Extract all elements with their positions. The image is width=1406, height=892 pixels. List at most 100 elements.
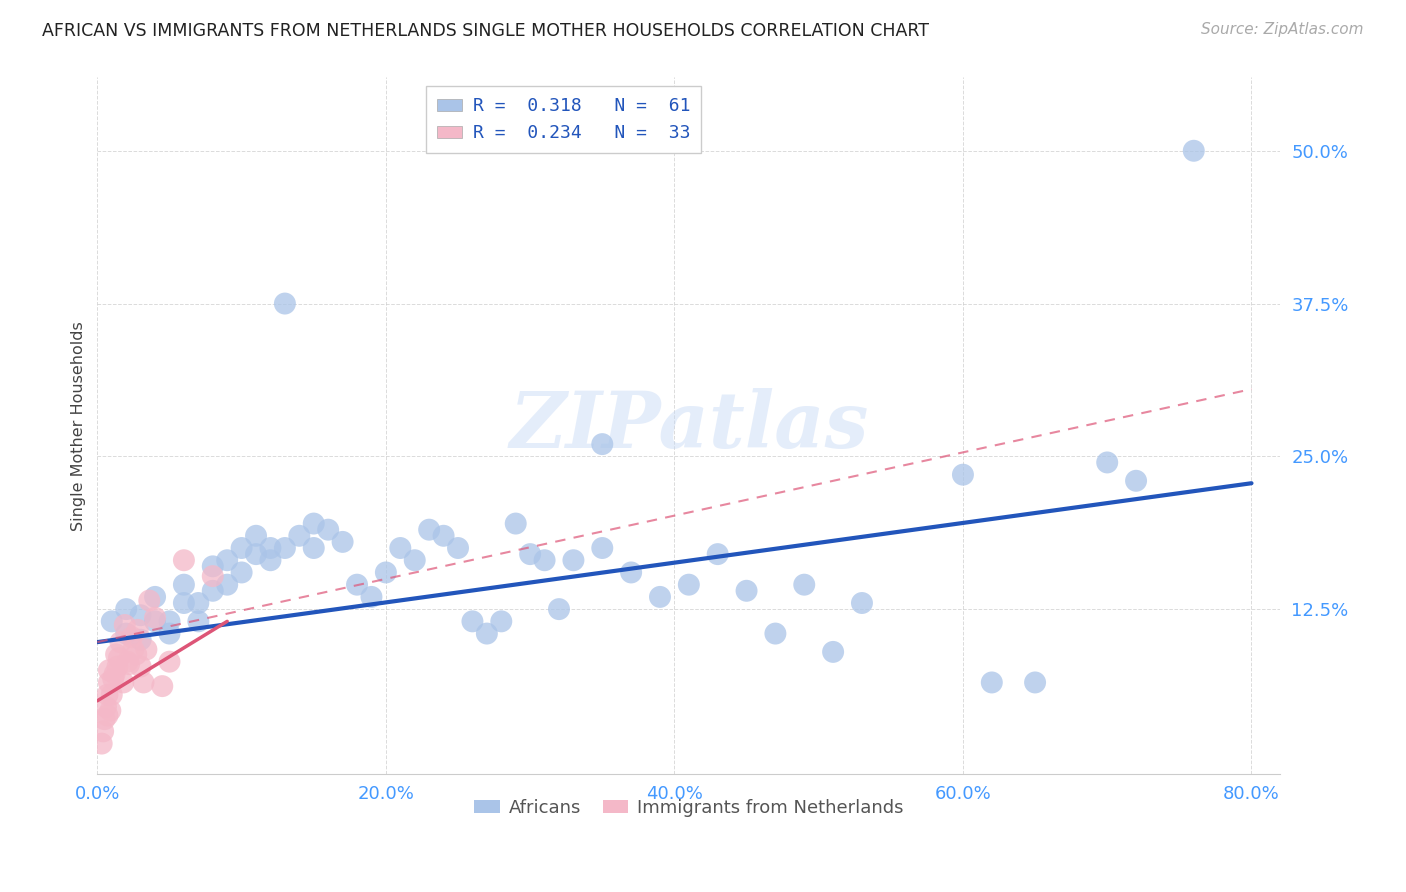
Point xyxy=(360,590,382,604)
Point xyxy=(201,559,224,574)
Point xyxy=(418,523,440,537)
Point xyxy=(447,541,470,555)
Point xyxy=(432,529,454,543)
Point xyxy=(159,626,181,640)
Point xyxy=(115,602,138,616)
Point xyxy=(231,541,253,555)
Point xyxy=(143,615,166,629)
Point xyxy=(389,541,412,555)
Point xyxy=(114,618,136,632)
Point xyxy=(105,648,128,662)
Point xyxy=(96,708,118,723)
Point xyxy=(259,541,281,555)
Point xyxy=(1125,474,1147,488)
Point xyxy=(107,659,129,673)
Point xyxy=(187,596,209,610)
Point xyxy=(980,675,1002,690)
Point xyxy=(548,602,571,616)
Point xyxy=(259,553,281,567)
Point xyxy=(117,655,139,669)
Point xyxy=(110,635,132,649)
Point xyxy=(97,675,120,690)
Point xyxy=(201,583,224,598)
Point xyxy=(150,679,173,693)
Point xyxy=(159,615,181,629)
Point xyxy=(93,712,115,726)
Point xyxy=(127,623,149,637)
Point xyxy=(302,516,325,531)
Point xyxy=(591,541,613,555)
Text: AFRICAN VS IMMIGRANTS FROM NETHERLANDS SINGLE MOTHER HOUSEHOLDS CORRELATION CHAR: AFRICAN VS IMMIGRANTS FROM NETHERLANDS S… xyxy=(42,22,929,40)
Point xyxy=(245,547,267,561)
Point xyxy=(591,437,613,451)
Point xyxy=(104,666,127,681)
Point xyxy=(138,593,160,607)
Point xyxy=(475,626,498,640)
Point xyxy=(678,577,700,591)
Point xyxy=(823,645,845,659)
Point xyxy=(706,547,728,561)
Point xyxy=(122,642,145,657)
Text: ZIPatlas: ZIPatlas xyxy=(509,387,869,464)
Point xyxy=(562,553,585,567)
Point xyxy=(952,467,974,482)
Point xyxy=(103,672,125,686)
Point xyxy=(96,688,118,702)
Point xyxy=(763,626,786,640)
Point xyxy=(121,630,143,644)
Point xyxy=(173,553,195,567)
Point xyxy=(519,547,541,561)
Point xyxy=(533,553,555,567)
Point xyxy=(187,615,209,629)
Point xyxy=(201,569,224,583)
Point xyxy=(1095,455,1118,469)
Point xyxy=(461,615,484,629)
Point xyxy=(101,688,124,702)
Point xyxy=(491,615,513,629)
Point xyxy=(173,596,195,610)
Point xyxy=(101,615,124,629)
Point xyxy=(1182,144,1205,158)
Legend: Africans, Immigrants from Netherlands: Africans, Immigrants from Netherlands xyxy=(467,792,911,824)
Point xyxy=(91,724,114,739)
Text: Source: ZipAtlas.com: Source: ZipAtlas.com xyxy=(1201,22,1364,37)
Point xyxy=(94,699,117,714)
Point xyxy=(115,626,138,640)
Point xyxy=(648,590,671,604)
Point xyxy=(135,642,157,657)
Point xyxy=(108,651,131,665)
Point xyxy=(159,655,181,669)
Point xyxy=(374,566,396,580)
Point xyxy=(98,704,121,718)
Point xyxy=(505,516,527,531)
Point xyxy=(851,596,873,610)
Point xyxy=(1024,675,1046,690)
Point xyxy=(620,566,643,580)
Point xyxy=(793,577,815,591)
Point xyxy=(132,675,155,690)
Y-axis label: Single Mother Households: Single Mother Households xyxy=(72,321,86,531)
Point xyxy=(217,577,239,591)
Point xyxy=(404,553,426,567)
Point xyxy=(143,610,166,624)
Point xyxy=(118,657,141,672)
Point xyxy=(173,577,195,591)
Point xyxy=(129,632,152,647)
Point xyxy=(288,529,311,543)
Point xyxy=(90,737,112,751)
Point xyxy=(217,553,239,567)
Point xyxy=(97,663,120,677)
Point xyxy=(346,577,368,591)
Point xyxy=(302,541,325,555)
Point xyxy=(316,523,339,537)
Point xyxy=(143,590,166,604)
Point xyxy=(735,583,758,598)
Point xyxy=(231,566,253,580)
Point xyxy=(125,648,148,662)
Point xyxy=(274,541,297,555)
Point xyxy=(274,296,297,310)
Point xyxy=(332,535,354,549)
Point xyxy=(129,659,152,673)
Point xyxy=(129,608,152,623)
Point xyxy=(112,675,135,690)
